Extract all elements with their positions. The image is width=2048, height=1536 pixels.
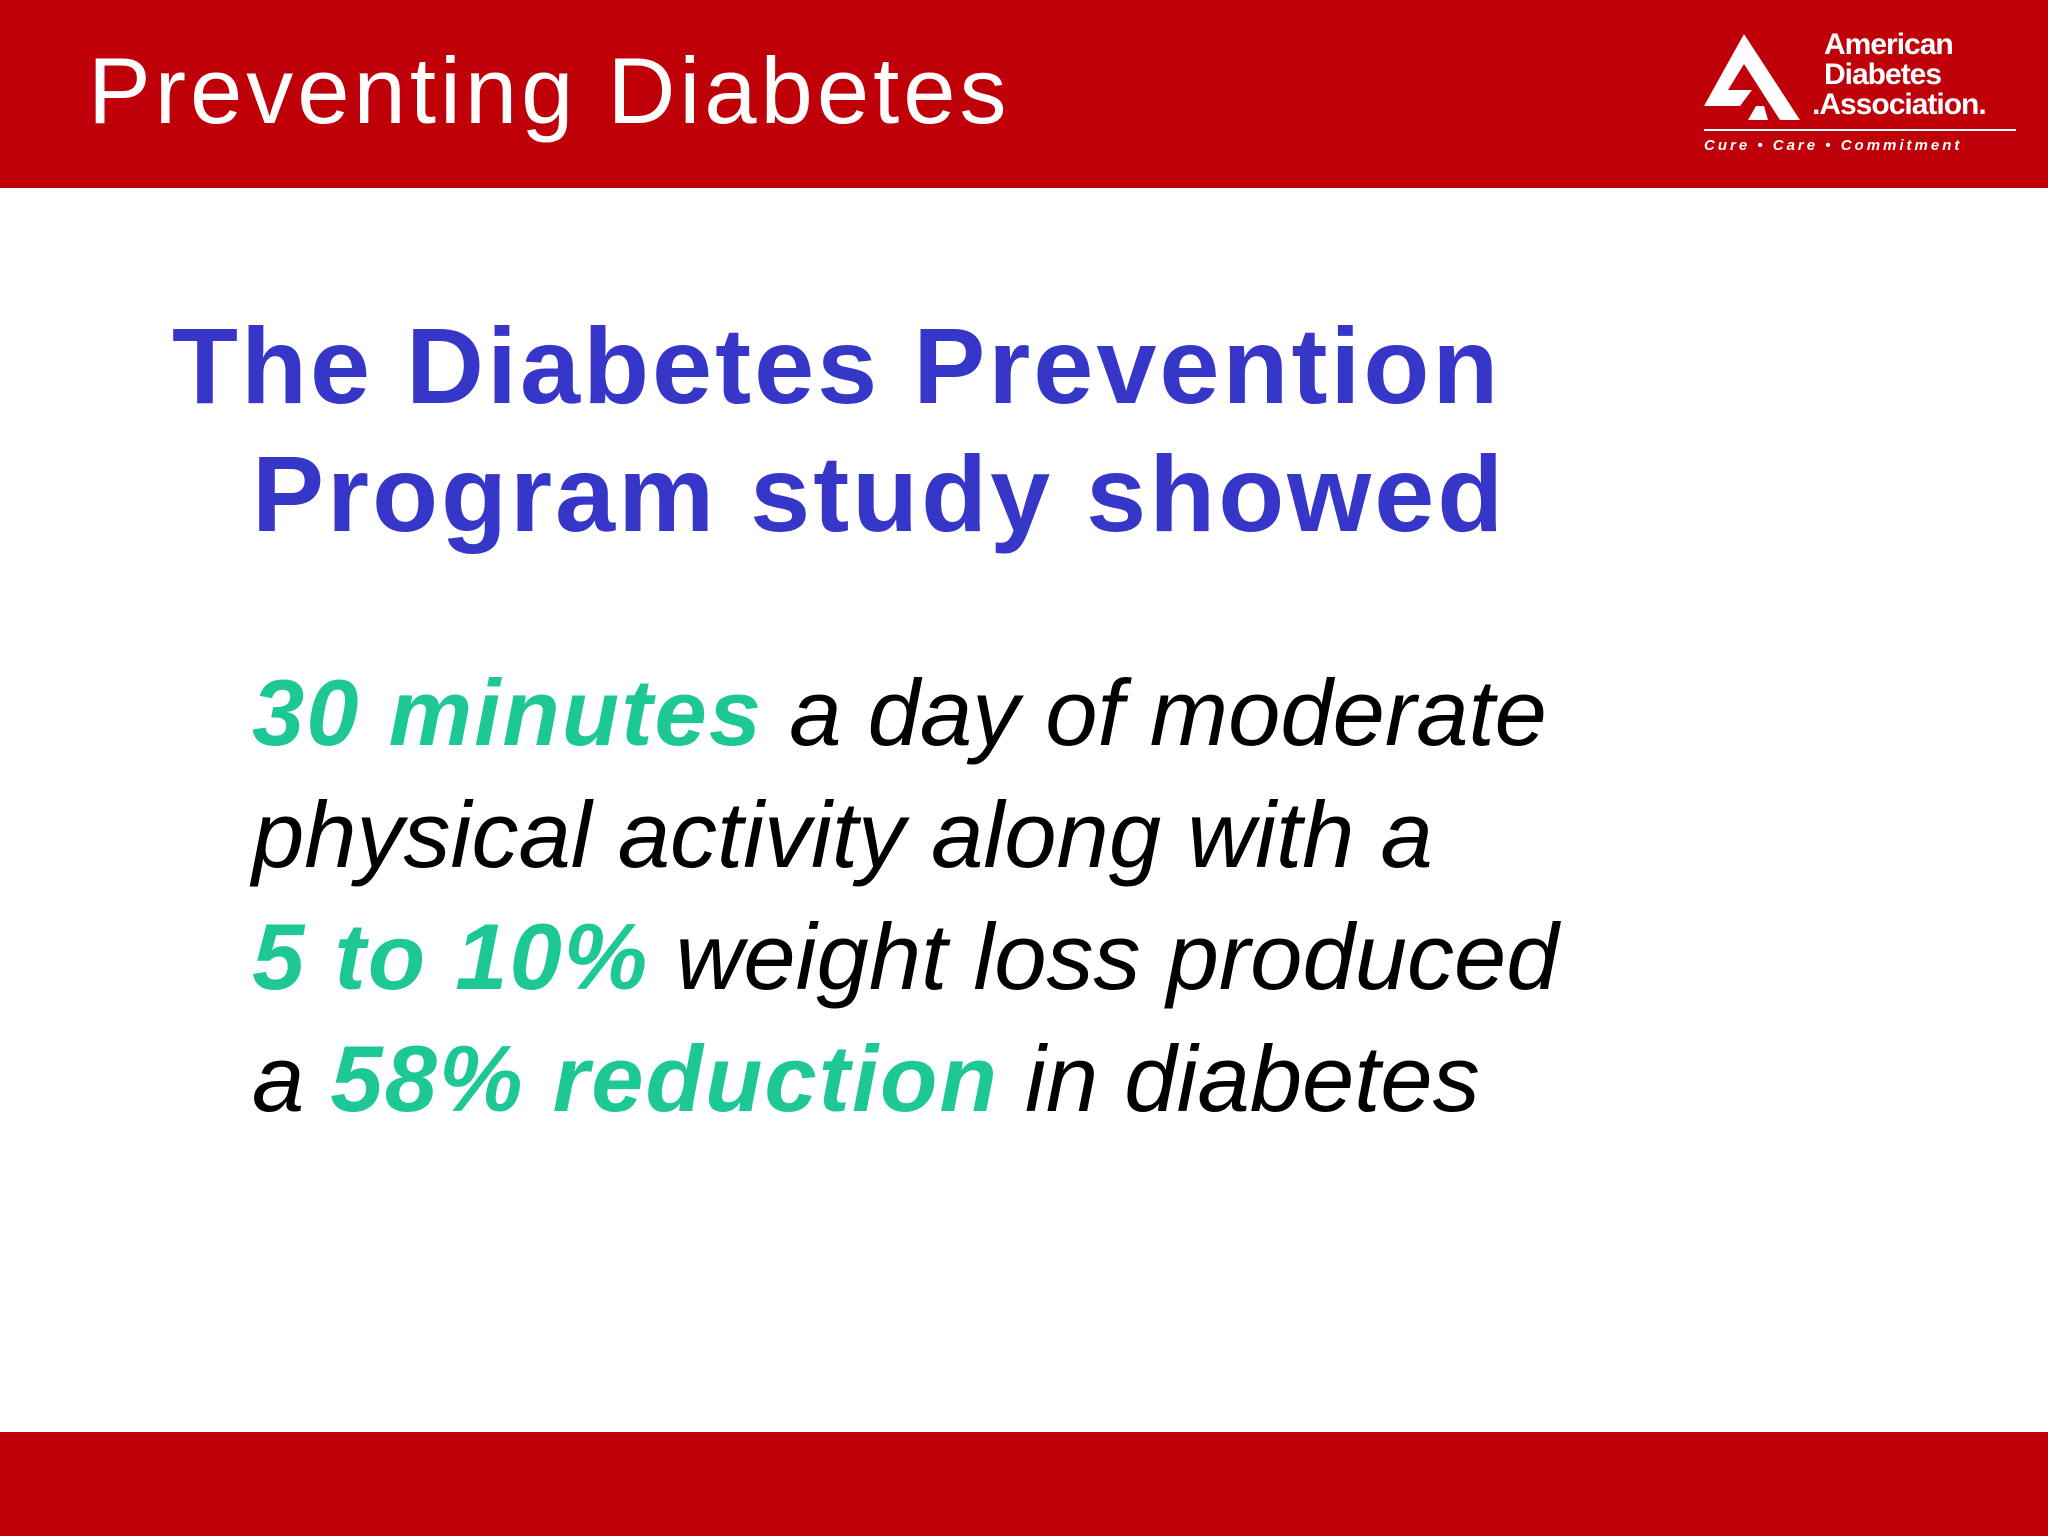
logo-tagline: Cure • Care • Commitment (1704, 137, 1963, 154)
ada-logo: American Diabetes .Association. Cure • C… (1704, 30, 2016, 156)
slide-heading: The Diabetes Prevention Program study sh… (172, 302, 1506, 558)
header-bar (0, 0, 2048, 188)
body-line-4: a 58% reduction in diabetes (252, 1018, 1559, 1140)
body-line-1-text: a day of moderate (763, 660, 1547, 765)
logo-word-association: .Association. (1812, 88, 1987, 121)
highlight-30-minutes: 30 minutes (252, 660, 764, 765)
logo-word-diabetes: Diabetes (1824, 58, 1942, 91)
body-line-3: 5 to 10% weight loss produced (252, 896, 1559, 1018)
footer-bar (0, 1432, 2048, 1536)
heading-line-1: The Diabetes Prevention (172, 305, 1502, 426)
body-line-4-text-b: in diabetes (998, 1026, 1480, 1131)
logo-word-american: American (1824, 28, 1954, 61)
body-line-3-text: weight loss produced (649, 904, 1559, 1009)
highlight-58-reduction: 58% reduction (330, 1026, 999, 1131)
body-line-4-text-a: a (252, 1026, 331, 1131)
body-line-2: physical activity along with a (252, 774, 1559, 896)
slide-title: Preventing Diabetes (88, 38, 1011, 143)
body-line-1: 30 minutes a day of moderate (252, 652, 1559, 774)
heading-line-2: Program study showed (252, 433, 1507, 554)
logo-divider (1704, 129, 2016, 131)
body-line-2-text: physical activity along with a (252, 782, 1433, 887)
body-paragraph: 30 minutes a day of moderate physical ac… (252, 652, 1559, 1140)
highlight-weight-loss: 5 to 10% (252, 904, 650, 1009)
triangle-logo-icon (1704, 34, 1800, 120)
logo-wordmark: American Diabetes .Association. (1812, 28, 2016, 120)
